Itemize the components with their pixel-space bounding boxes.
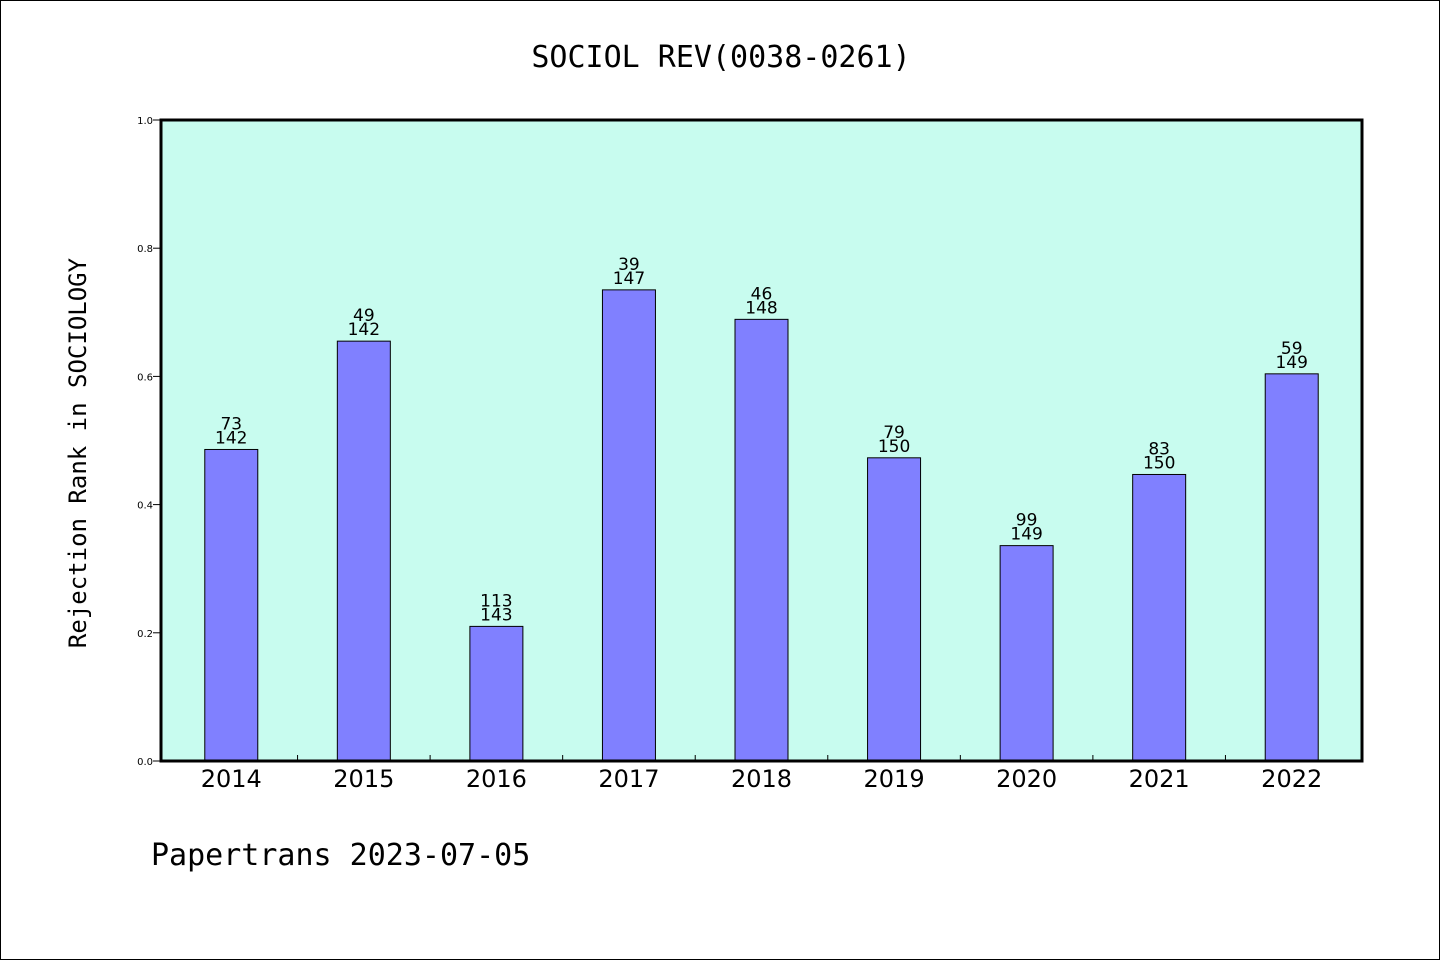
bar-2021: [1132, 473, 1187, 762]
bar-total-label: 150: [878, 437, 910, 457]
bar-2019: [867, 457, 922, 762]
bar-total-label: 149: [1275, 353, 1307, 373]
y-tick-label: 0.4: [137, 501, 153, 512]
x-tick-label: 2022: [1261, 765, 1322, 793]
bar-rank-label: 39: [618, 255, 640, 275]
x-axis: 2014 2015 2016 2017 2018 2019 2020 2021 2022: [201, 755, 1322, 793]
x-tick-label: 2021: [1129, 765, 1190, 793]
x-tick-label: 2018: [731, 765, 792, 793]
bar-total-label: 147: [613, 269, 645, 289]
bar-total-label: 149: [1010, 525, 1042, 545]
bar-rank-label: 59: [1281, 339, 1303, 359]
bar-2022: [1264, 373, 1319, 762]
plot-border: [159, 118, 1364, 763]
y-axis: 0.0 0.2 0.4 0.6 0.8 1.0: [137, 116, 161, 768]
bar-total-label: 150: [1143, 453, 1175, 473]
x-tick-label: 2019: [864, 765, 925, 793]
x-tick-label: 2017: [598, 765, 659, 793]
bar-2015: [336, 340, 391, 762]
bar-labels-group: 7314249142113143391474614879150991498315…: [215, 255, 1308, 626]
y-tick-label: 0.2: [137, 629, 153, 640]
bar-rank-label: 83: [1148, 439, 1170, 459]
bar-total-label: 142: [215, 428, 247, 448]
bar-2014: [204, 448, 259, 762]
footer-credit: Papertrans 2023-07-05: [151, 838, 530, 873]
bar-rank-label: 73: [220, 414, 242, 434]
bar-2020: [999, 545, 1054, 762]
bars-group: [204, 289, 1319, 762]
bar-rank-label: 113: [480, 591, 512, 611]
bar-rank-label: 79: [883, 423, 905, 443]
bar-total-label: 142: [348, 320, 380, 340]
bar-2016: [469, 625, 524, 762]
bar-total-label: 143: [480, 605, 512, 625]
bar-rank-label: 99: [1016, 511, 1038, 531]
y-tick-label: 0.8: [137, 244, 153, 255]
bar-total-label: 148: [745, 298, 777, 318]
y-tick-label: 0.6: [137, 372, 153, 383]
x-tick-label: 2020: [996, 765, 1057, 793]
y-tick-label: 0.0: [137, 757, 153, 768]
bar-rank-label: 49: [353, 306, 375, 326]
chart-title: SOCIOL REV(0038-0261): [531, 40, 910, 75]
y-tick-label: 1.0: [137, 116, 153, 127]
x-tick-label: 2014: [201, 765, 262, 793]
x-tick-label: 2016: [466, 765, 527, 793]
y-axis-label: Rejection Rank in SOCIOLOGY: [64, 257, 92, 648]
bar-2017: [601, 289, 656, 762]
x-tick-label: 2015: [333, 765, 394, 793]
bar-2018: [734, 318, 789, 762]
bar-rank-label: 46: [751, 284, 773, 304]
